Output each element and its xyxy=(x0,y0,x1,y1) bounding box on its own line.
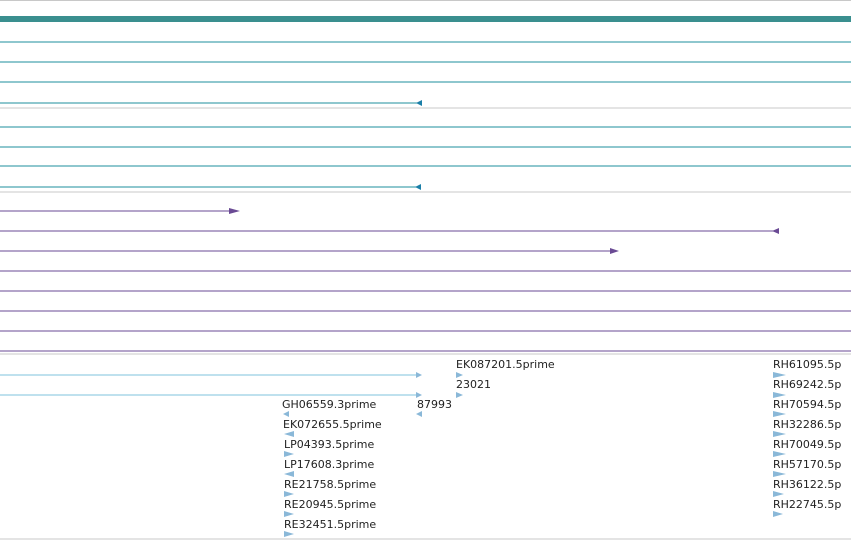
est-right-arrow xyxy=(284,531,294,537)
est-label[interactable]: RH32286.5p xyxy=(773,418,842,431)
est-label[interactable]: 87993 xyxy=(417,398,452,411)
cds-track xyxy=(0,208,851,352)
est-label[interactable]: RH57170.5p xyxy=(773,458,842,471)
est-right-arrow xyxy=(773,372,786,378)
est-right-arrow xyxy=(284,511,294,517)
cds-left-arrow xyxy=(772,228,779,234)
est-label[interactable]: RH36122.5p xyxy=(773,478,842,491)
transcript-left-arrow xyxy=(416,100,422,106)
est-label[interactable]: RH70594.5p xyxy=(773,398,842,411)
est-label[interactable]: EK072655.5prime xyxy=(283,418,382,431)
cds-right-arrow xyxy=(610,248,619,254)
est-label[interactable]: RE20945.5prime xyxy=(284,498,377,511)
est-label[interactable]: LP04393.5prime xyxy=(284,438,375,451)
est-right-arrow xyxy=(416,392,422,398)
est-right-arrow xyxy=(773,491,784,497)
est-right-arrow xyxy=(773,411,786,417)
est-label[interactable]: EK087201.5prime xyxy=(456,358,555,371)
cds-right-arrow xyxy=(229,208,240,214)
est-label[interactable]: RE21758.5prime xyxy=(284,478,377,491)
est-label[interactable]: RH70049.5p xyxy=(773,438,842,451)
est-track xyxy=(0,372,786,537)
gene-feature-bar[interactable] xyxy=(0,16,851,22)
transcript-track xyxy=(0,41,851,190)
est-right-arrow xyxy=(773,431,786,437)
est-right-arrow xyxy=(773,471,786,477)
est-right-arrow xyxy=(456,372,463,378)
est-label[interactable]: RH61095.5p xyxy=(773,358,842,371)
est-right-arrow xyxy=(773,451,786,457)
est-left-arrow xyxy=(416,411,422,417)
est-right-arrow xyxy=(773,392,786,398)
est-left-arrow xyxy=(283,411,289,417)
est-right-arrow xyxy=(773,511,783,517)
est-label[interactable]: RE32451.5prime xyxy=(284,518,377,531)
est-label[interactable]: RH22745.5p xyxy=(773,498,842,511)
est-label[interactable]: GH06559.3prime xyxy=(282,398,377,411)
est-left-arrow xyxy=(284,471,294,477)
est-label[interactable]: 23021 xyxy=(456,378,491,391)
est-label[interactable]: RH69242.5p xyxy=(773,378,842,391)
transcript-left-arrow xyxy=(415,184,421,190)
est-left-arrow xyxy=(284,431,294,437)
est-right-arrow xyxy=(456,392,463,398)
est-right-arrow xyxy=(284,451,294,457)
est-right-arrow xyxy=(284,491,294,497)
est-label[interactable]: LP17608.3prime xyxy=(284,458,375,471)
est-right-arrow xyxy=(416,372,422,378)
